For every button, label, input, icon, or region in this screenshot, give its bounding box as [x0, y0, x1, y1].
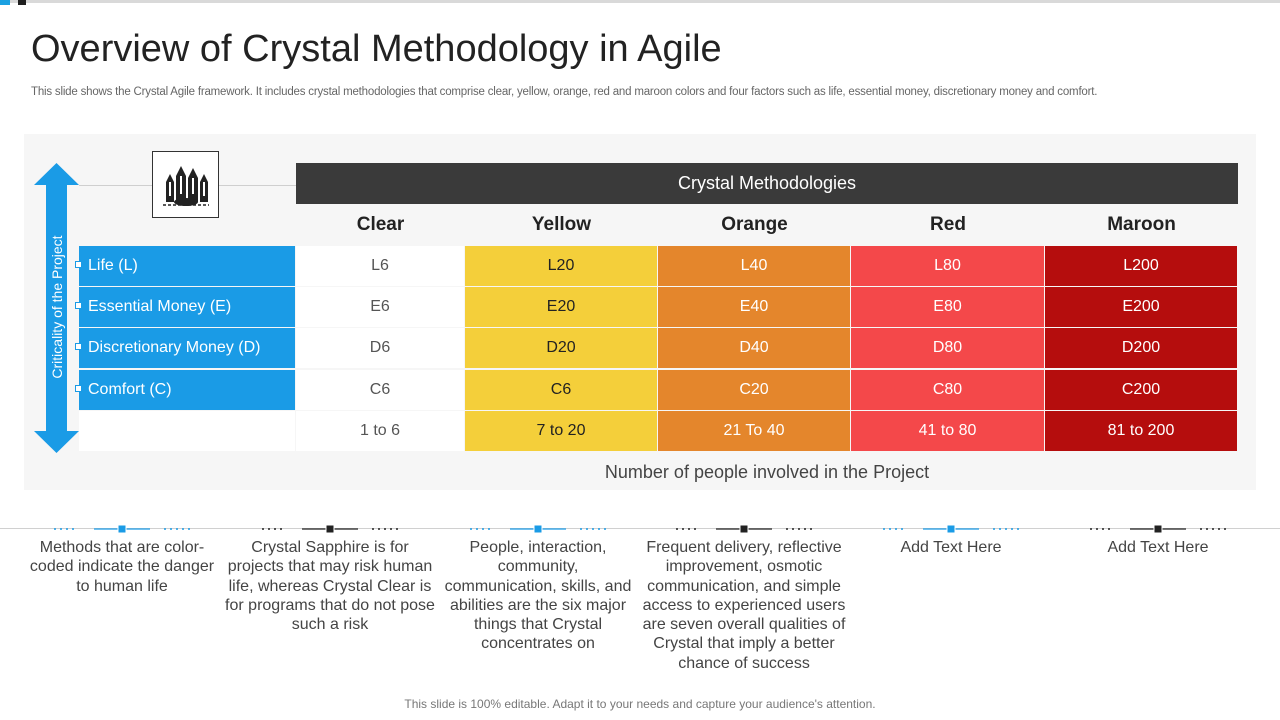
divider	[0, 528, 1280, 529]
table-cell: L80	[851, 246, 1044, 286]
table-cell: C6	[296, 370, 464, 410]
row-label-text: Essential Money (E)	[88, 298, 232, 315]
top-accent-blue	[0, 0, 10, 5]
row-label-empty	[79, 411, 295, 451]
table-cell: D20	[465, 328, 657, 368]
top-bar	[0, 0, 1280, 5]
table-caption: Number of people involved in the Project	[604, 462, 930, 482]
row-label-text: Life (L)	[88, 257, 138, 274]
column-header-red: Red	[930, 214, 966, 235]
table-cell: E20	[465, 287, 657, 327]
table-cell: L20	[465, 246, 657, 286]
column-header-maroon: Maroon	[1107, 214, 1176, 235]
row-label: Life (L)	[75, 246, 295, 286]
bullet-square-icon	[75, 302, 82, 309]
bullet-square-icon	[75, 385, 82, 392]
table-cell: C80	[851, 370, 1044, 410]
table-cell: L200	[1045, 246, 1237, 286]
table-cell: E200	[1045, 287, 1237, 327]
table-cell: L40	[658, 246, 850, 286]
bullet-square-icon	[75, 343, 82, 350]
row-label: Essential Money (E)	[75, 287, 295, 327]
table-cell: C20	[658, 370, 850, 410]
row-label-text: Comfort (C)	[88, 381, 172, 398]
table-header: Crystal Methodologies	[296, 163, 1238, 204]
point-text: Add Text Here	[1107, 539, 1209, 556]
column-header-orange: Orange	[721, 214, 788, 235]
point-text: Frequent delivery, reflective improvemen…	[642, 539, 846, 672]
timeline-marker	[54, 522, 190, 534]
table-cell: 1 to 6	[296, 411, 464, 451]
row-label: Discretionary Money (D)	[75, 328, 295, 368]
page-subtitle: This slide shows the Crystal Agile frame…	[31, 86, 1098, 98]
table-cell: 41 to 80	[851, 411, 1044, 451]
point-text: Add Text Here	[900, 539, 1002, 556]
table-cell: E80	[851, 287, 1044, 327]
table-cell: E6	[296, 287, 464, 327]
timeline-marker	[1090, 522, 1226, 534]
arrow-label: Criticality of the Project	[49, 235, 65, 379]
point-text: Crystal Sapphire is for projects that ma…	[225, 539, 435, 634]
timeline-marker	[676, 522, 812, 534]
timeline-marker	[883, 522, 1019, 534]
point-text: People, interaction, community, communic…	[444, 539, 632, 653]
table-cell: L6	[296, 246, 464, 286]
connector-line	[79, 185, 152, 186]
table-cell: C200	[1045, 370, 1237, 410]
row-label: Comfort (C)	[75, 370, 295, 410]
double-arrow-icon	[34, 163, 79, 453]
footer-note: This slide is 100% editable. Adapt it to…	[404, 697, 876, 711]
table-cell: 81 to 200	[1045, 411, 1237, 451]
bullet-square-icon	[75, 261, 82, 268]
table-cell: 7 to 20	[465, 411, 657, 451]
column-header-clear: Clear	[356, 214, 405, 235]
timeline-marker	[262, 522, 398, 534]
top-accent-dark	[18, 0, 26, 5]
page-title: Overview of Crystal Methodology in Agile	[31, 28, 722, 70]
point-text: Methods that are color-coded indicate th…	[29, 539, 215, 595]
table-cell: E40	[658, 287, 850, 327]
timeline-marker	[470, 522, 606, 534]
table-cell: D80	[851, 328, 1044, 368]
table-cell: D200	[1045, 328, 1237, 368]
connector-line	[219, 185, 296, 186]
table-cell: D6	[296, 328, 464, 368]
row-label-text: Discretionary Money (D)	[88, 339, 261, 356]
table-cell: C6	[465, 370, 657, 410]
table-cell: D40	[658, 328, 850, 368]
crystal-icon	[152, 151, 219, 218]
column-header-yellow: Yellow	[531, 214, 592, 235]
table-cell: 21 To 40	[658, 411, 850, 451]
